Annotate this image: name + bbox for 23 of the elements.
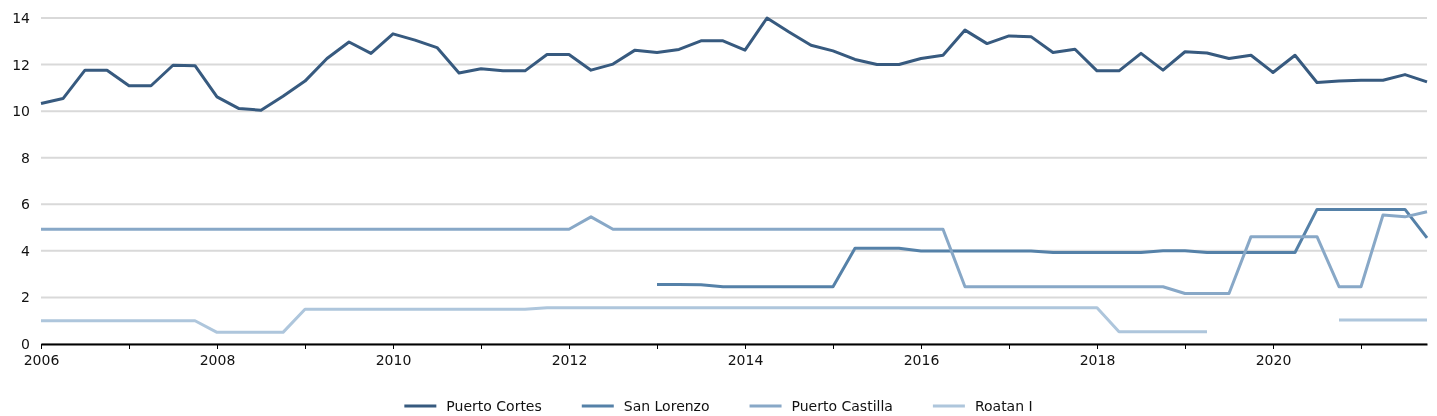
line-series bbox=[39, 210, 1429, 295]
y-tick-label: 14 bbox=[12, 9, 31, 26]
x-tick-label: 2012 bbox=[551, 351, 588, 368]
y-tick-label: 12 bbox=[12, 56, 30, 73]
y-tick-label: 2 bbox=[21, 289, 30, 306]
y-tick-label: 10 bbox=[12, 103, 30, 120]
legend-label: Roatan I bbox=[974, 398, 1033, 414]
line-series bbox=[39, 16, 1429, 112]
y-tick-label: 0 bbox=[21, 335, 30, 352]
x-tick-label: 2010 bbox=[375, 351, 412, 368]
x-tick-label: 2020 bbox=[1255, 351, 1292, 368]
x-tick-label: 2008 bbox=[199, 351, 236, 368]
x-tick-label: 2016 bbox=[903, 351, 940, 368]
legend-label: San Lorenzo bbox=[623, 398, 710, 414]
legend-label: Puerto Castilla bbox=[791, 398, 893, 414]
y-tick-label: 8 bbox=[21, 149, 30, 166]
legend-label: Puerto Cortes bbox=[446, 398, 542, 414]
y-tick-label: 6 bbox=[21, 196, 31, 213]
y-tick-label: 4 bbox=[21, 242, 31, 259]
line-series bbox=[655, 207, 1429, 289]
x-tick-label: 2006 bbox=[23, 351, 60, 368]
x-tick-label: 2018 bbox=[1079, 351, 1116, 368]
x-tick-label: 2014 bbox=[727, 351, 764, 368]
